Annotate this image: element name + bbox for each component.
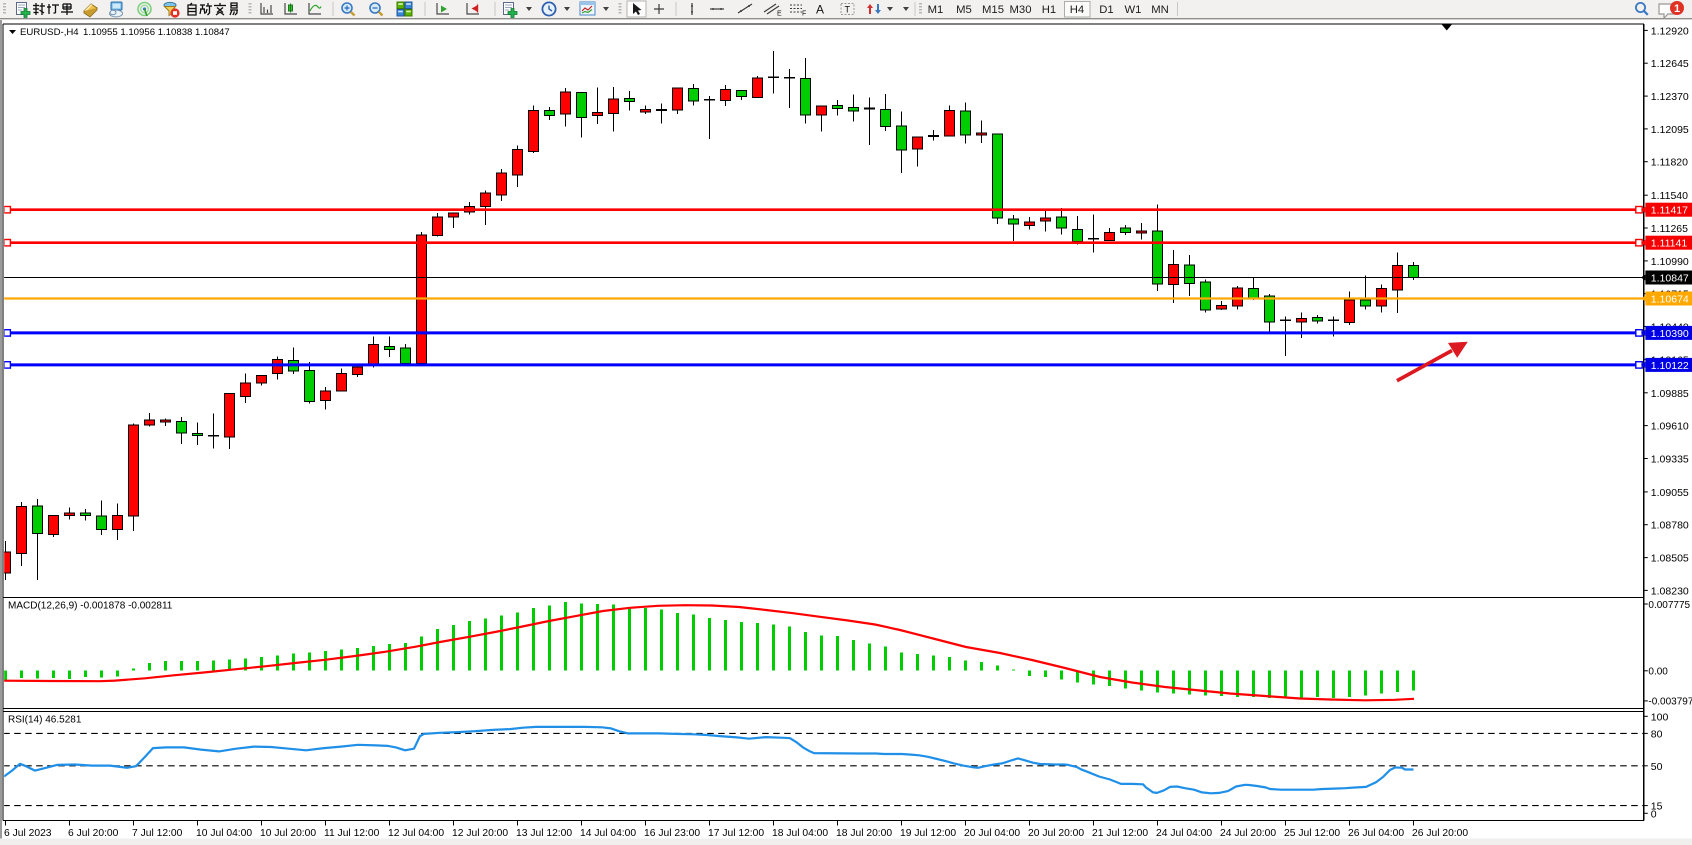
svg-text:24 Jul 04:00: 24 Jul 04:00: [1156, 828, 1212, 839]
svg-text:H4: H4: [1070, 4, 1084, 16]
svg-text:1.08230: 1.08230: [1651, 585, 1689, 597]
svg-text:10 Jul 20:00: 10 Jul 20:00: [260, 828, 316, 839]
svg-text:1.11141: 1.11141: [1651, 238, 1688, 250]
svg-text:20 Jul 04:00: 20 Jul 04:00: [964, 828, 1020, 839]
svg-text:18 Jul 20:00: 18 Jul 20:00: [836, 828, 892, 839]
svg-text:M5: M5: [956, 4, 972, 16]
svg-text:1.11265: 1.11265: [1651, 223, 1688, 235]
svg-text:EURUSD-,H4: EURUSD-,H4: [20, 27, 79, 38]
svg-text:21 Jul 12:00: 21 Jul 12:00: [1092, 828, 1148, 839]
svg-text:M30: M30: [1010, 4, 1032, 16]
svg-text:F: F: [802, 11, 806, 18]
svg-text:1.09335: 1.09335: [1651, 454, 1689, 466]
svg-text:15: 15: [1651, 801, 1663, 813]
svg-text:M1: M1: [928, 4, 944, 16]
svg-text:1.10390: 1.10390: [1651, 328, 1689, 340]
svg-text:1.11540: 1.11540: [1651, 190, 1688, 202]
svg-text:1.10955 1.10956 1.10838 1.1084: 1.10955 1.10956 1.10838 1.10847: [83, 27, 230, 38]
svg-text:1.10122: 1.10122: [1651, 360, 1689, 372]
svg-text:6 Jul 20:00: 6 Jul 20:00: [68, 828, 119, 839]
svg-text:10 Jul 04:00: 10 Jul 04:00: [196, 828, 252, 839]
svg-text:25 Jul 12:00: 25 Jul 12:00: [1284, 828, 1340, 839]
svg-text:1.08505: 1.08505: [1651, 553, 1689, 565]
svg-text:1.12370: 1.12370: [1651, 91, 1689, 103]
svg-text:M15: M15: [982, 4, 1004, 16]
svg-text:1.11820: 1.11820: [1651, 157, 1688, 169]
svg-text:W1: W1: [1125, 4, 1142, 16]
svg-text:1.12645: 1.12645: [1651, 58, 1689, 70]
svg-text:13 Jul 12:00: 13 Jul 12:00: [516, 828, 572, 839]
svg-text:-0.003797: -0.003797: [1648, 697, 1692, 708]
svg-text:1.12920: 1.12920: [1651, 25, 1689, 37]
svg-text:19 Jul 12:00: 19 Jul 12:00: [900, 828, 956, 839]
svg-text:D1: D1: [1099, 4, 1113, 16]
svg-text:26 Jul 20:00: 26 Jul 20:00: [1412, 828, 1468, 839]
svg-text:0.007775: 0.007775: [1648, 600, 1690, 611]
svg-text:16 Jul 23:00: 16 Jul 23:00: [644, 828, 700, 839]
svg-text:0.00: 0.00: [1648, 667, 1668, 678]
svg-text:T: T: [845, 5, 851, 15]
svg-text:E: E: [777, 11, 782, 18]
svg-text:6 Jul 2023: 6 Jul 2023: [4, 828, 52, 839]
svg-text:1.11417: 1.11417: [1651, 205, 1688, 217]
svg-text:100: 100: [1651, 711, 1669, 723]
svg-text:1.09055: 1.09055: [1651, 487, 1689, 499]
svg-text:1.09610: 1.09610: [1651, 421, 1689, 433]
svg-text:1.10674: 1.10674: [1651, 294, 1689, 306]
svg-text:18 Jul 04:00: 18 Jul 04:00: [772, 828, 828, 839]
svg-text:50: 50: [1651, 761, 1663, 773]
svg-text:1.10990: 1.10990: [1651, 256, 1689, 268]
svg-text:1: 1: [1674, 3, 1680, 15]
svg-text:H1: H1: [1042, 4, 1056, 16]
svg-text:MACD(12,26,9) -0.001878 -0.002: MACD(12,26,9) -0.001878 -0.002811: [8, 601, 173, 612]
svg-text:1.10847: 1.10847: [1651, 273, 1689, 285]
svg-text:RSI(14) 46.5281: RSI(14) 46.5281: [8, 715, 82, 726]
svg-text:MN: MN: [1151, 4, 1169, 16]
svg-text:0: 0: [1651, 808, 1657, 820]
svg-text:11 Jul 12:00: 11 Jul 12:00: [324, 828, 380, 839]
svg-text:20 Jul 20:00: 20 Jul 20:00: [1028, 828, 1084, 839]
svg-text:A: A: [816, 3, 824, 17]
svg-text:7 Jul 12:00: 7 Jul 12:00: [132, 828, 183, 839]
svg-text:80: 80: [1651, 728, 1663, 740]
svg-text:1.09885: 1.09885: [1651, 388, 1689, 400]
svg-text:17 Jul 12:00: 17 Jul 12:00: [708, 828, 764, 839]
svg-text:12 Jul 20:00: 12 Jul 20:00: [452, 828, 508, 839]
svg-text:26 Jul 04:00: 26 Jul 04:00: [1348, 828, 1404, 839]
svg-text:1.08780: 1.08780: [1651, 520, 1689, 532]
svg-text:24 Jul 20:00: 24 Jul 20:00: [1220, 828, 1276, 839]
svg-text:12 Jul 04:00: 12 Jul 04:00: [388, 828, 444, 839]
svg-text:1.12095: 1.12095: [1651, 124, 1689, 136]
svg-text:14 Jul 04:00: 14 Jul 04:00: [580, 828, 636, 839]
